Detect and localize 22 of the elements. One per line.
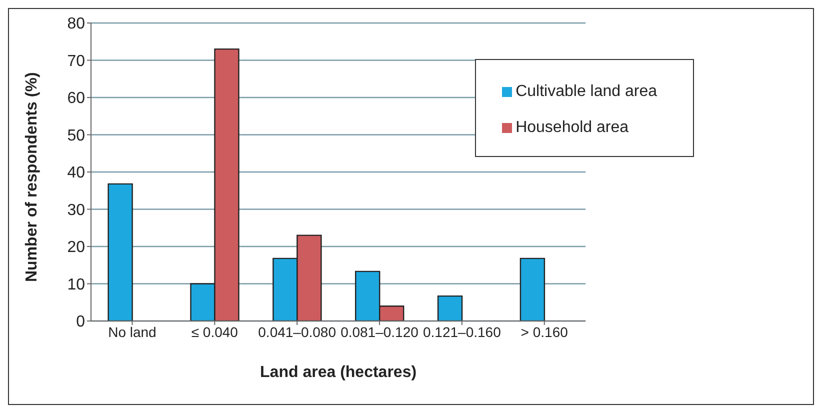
bar	[437, 295, 463, 321]
y-tick-label: 80	[67, 16, 86, 33]
x-tick-label: 0.081–0.120	[340, 324, 419, 340]
x-tick-label: 0.041–0.080	[258, 324, 336, 340]
legend-label: Household area	[516, 119, 629, 136]
x-tick-label: > 0.160	[520, 324, 568, 340]
y-tick-label: 20	[67, 239, 86, 256]
x-tick-label: ≤ 0.040	[191, 324, 238, 340]
bar	[520, 258, 546, 321]
y-tick-label: 30	[67, 202, 86, 219]
y-axis-title: Number of respondents (%)	[24, 72, 41, 282]
bar	[108, 183, 133, 321]
y-tick-label: 10	[67, 276, 86, 294]
y-tick-label: 40	[67, 164, 86, 182]
x-tick-label: 0.121–0.160	[423, 324, 502, 340]
legend-label: Cultivable land area	[516, 83, 657, 100]
x-tick-label: No land	[108, 324, 156, 340]
x-axis-title: Land area (hectares)	[260, 364, 417, 381]
y-tick-label: 50	[67, 127, 86, 144]
y-tick-label: 70	[67, 52, 86, 70]
y-tick-label: 60	[67, 90, 86, 108]
y-tick-label: 0	[76, 314, 86, 331]
